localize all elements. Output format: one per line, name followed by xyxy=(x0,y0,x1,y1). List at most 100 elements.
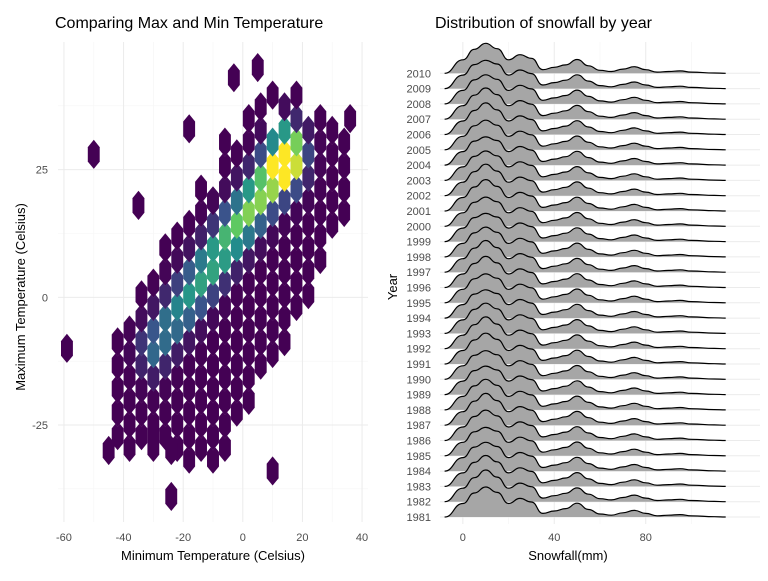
ridge-line xyxy=(444,59,726,90)
ridgeline-title: Distribution of snowfall by year xyxy=(435,15,653,32)
hexbin-y-tick-label: 0 xyxy=(42,292,48,304)
hexbin-cell xyxy=(338,127,351,157)
hexbin-cell xyxy=(290,80,303,111)
ridge-area xyxy=(444,213,726,242)
ridge-line xyxy=(444,316,726,350)
hexbin-y-tick-label: 25 xyxy=(36,165,48,177)
ridgeline-y-tick-label: 1993 xyxy=(407,328,431,340)
hexbin-x-tick-label: -60 xyxy=(56,532,72,544)
ridge-area xyxy=(444,179,726,211)
hexbin-cell xyxy=(165,435,178,466)
hexbin-x-axis-label: Minimum Temperature (Celsius) xyxy=(121,548,305,563)
ridge-line xyxy=(444,226,726,258)
hexbin-title: Comparing Max and Min Temperature xyxy=(55,15,323,32)
ridge-line xyxy=(444,178,726,212)
ridge-area xyxy=(444,289,726,319)
ridge-area xyxy=(444,455,726,487)
ridge-area xyxy=(444,227,726,257)
ridge-area xyxy=(444,316,726,349)
hexbin-cell xyxy=(266,127,279,157)
hexbin-cell xyxy=(135,279,148,310)
ridge-line xyxy=(444,302,726,334)
hexbin-cell xyxy=(254,115,267,146)
hexbin-cell xyxy=(230,138,243,169)
hexbin-x-tick-label: 0 xyxy=(240,532,246,544)
ridge-area xyxy=(444,197,726,227)
ridge-line xyxy=(444,441,726,472)
hexbin-cell xyxy=(194,174,208,204)
ridgeline-y-tick-label: 2008 xyxy=(407,99,431,111)
ridgeline-y-tick-label: 1998 xyxy=(407,252,431,264)
ridge-line xyxy=(444,365,726,396)
ridge-line xyxy=(444,273,726,304)
ridgeline-y-tick-label: 2006 xyxy=(407,130,431,142)
ridge-area xyxy=(444,136,726,166)
ridgeline-y-tick-label: 1981 xyxy=(407,512,431,524)
ridgeline-y-axis-label: Year xyxy=(385,273,400,300)
ridge-line xyxy=(444,426,726,457)
ridgeline-y-tick-label: 2001 xyxy=(407,206,431,218)
hexbin-x-ticks: -60 -40 -20 0 20 40 xyxy=(56,532,368,544)
ridge-area xyxy=(444,442,726,472)
hexbin-cell xyxy=(314,103,327,134)
ridge-line xyxy=(444,212,726,243)
hexbin-panel: Comparing Max and Min Temperature -60 -40… xyxy=(13,15,368,563)
ridgeline-y-tick-label: 2009 xyxy=(407,84,431,96)
ridgeline-y-tick-label: 1986 xyxy=(407,436,431,448)
hexbin-cell xyxy=(227,63,240,93)
ridge-line xyxy=(444,409,726,442)
ridgeline-y-tick-label: 2005 xyxy=(407,145,431,157)
hexbin-x-tick-label: 40 xyxy=(356,532,368,544)
ridge-area xyxy=(444,74,726,104)
hexbin-cell xyxy=(218,127,232,157)
hexbin-cell xyxy=(183,209,196,240)
ridge-area xyxy=(444,487,726,517)
ridge-area xyxy=(444,410,726,441)
ridgeline-x-tick-label: 0 xyxy=(460,532,466,544)
ridge-line xyxy=(444,239,726,273)
ridge-line xyxy=(444,136,726,166)
hexbin-x-tick-label: -20 xyxy=(175,532,191,544)
hexbin-cell xyxy=(338,150,351,181)
ridge-area xyxy=(444,88,726,120)
ridgeline-y-tick-label: 1984 xyxy=(407,466,431,478)
hexbin-cell xyxy=(132,190,145,220)
hexbin-cell xyxy=(111,326,124,357)
hexbin-cell xyxy=(266,456,279,486)
ridge-line xyxy=(444,332,726,365)
ridge-area xyxy=(444,151,726,181)
ridge-line xyxy=(444,255,726,289)
hexbin-cell xyxy=(344,104,357,134)
ridgeline-y-tick-label: 2004 xyxy=(407,160,431,172)
hexbin-cell xyxy=(147,420,160,450)
hexbin-x-tick-label: -40 xyxy=(116,532,132,544)
ridge-area xyxy=(444,427,726,456)
ridgeline-y-tick-label: 2000 xyxy=(407,221,431,233)
hexbin-cell xyxy=(302,115,315,146)
hexbin-cell xyxy=(147,268,160,298)
hexbin-cell xyxy=(314,244,327,275)
ridgeline-y-tick-label: 1997 xyxy=(407,267,431,279)
ridgeline-y-tick-label: 2002 xyxy=(407,191,431,203)
ridge-area xyxy=(444,350,726,380)
ridge-line xyxy=(444,150,726,181)
ridgeline-y-tick-label: 1985 xyxy=(407,451,431,463)
ridgeline-y-tick-label: 1999 xyxy=(407,237,431,249)
ridge-line xyxy=(444,392,726,426)
ridge-area xyxy=(444,379,726,410)
ridge-area xyxy=(444,164,726,196)
ridge-area xyxy=(444,470,726,502)
hexbin-x-tick-label: 20 xyxy=(296,532,308,544)
hexbin-cell xyxy=(242,103,255,134)
ridgeline-y-tick-label: 1988 xyxy=(407,405,431,417)
ridgeline-y-tick-label: 1996 xyxy=(407,283,431,295)
ridge-area xyxy=(444,102,726,135)
hexbin-cell xyxy=(302,279,315,310)
hexbin-cell xyxy=(338,174,351,204)
ridgeline-x-tick-label: 40 xyxy=(548,532,560,544)
hexbin-cells xyxy=(61,53,357,511)
ridge-area xyxy=(444,240,726,273)
ridge-area xyxy=(444,303,726,334)
ridgeline-y-tick-label: 1987 xyxy=(407,420,431,432)
